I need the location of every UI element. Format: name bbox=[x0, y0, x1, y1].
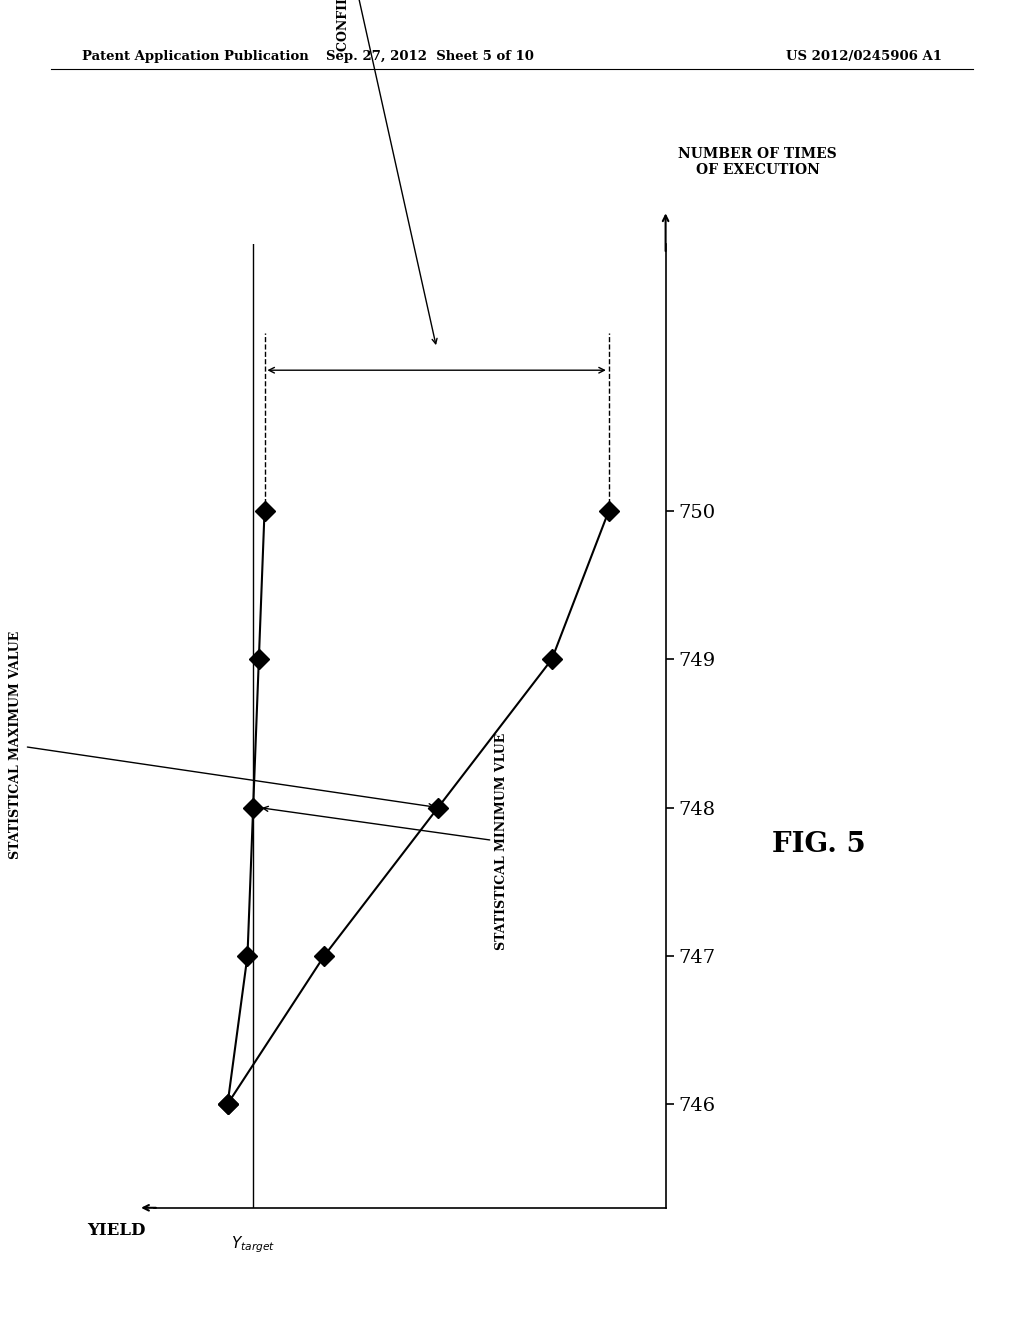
Text: FIG. 5: FIG. 5 bbox=[772, 832, 866, 858]
Text: Sep. 27, 2012  Sheet 5 of 10: Sep. 27, 2012 Sheet 5 of 10 bbox=[326, 50, 535, 63]
Text: US 2012/0245906 A1: US 2012/0245906 A1 bbox=[786, 50, 942, 63]
Text: YIELD: YIELD bbox=[87, 1222, 145, 1239]
Text: $Y_{target}$: $Y_{target}$ bbox=[231, 1234, 275, 1255]
Text: NUMBER OF TIMES
OF EXECUTION: NUMBER OF TIMES OF EXECUTION bbox=[678, 147, 838, 177]
Text: STATISTICAL MINIMUM VLUE: STATISTICAL MINIMUM VLUE bbox=[263, 733, 508, 950]
Text: Patent Application Publication: Patent Application Publication bbox=[82, 50, 308, 63]
Text: CONFIDENCE INTERVAL OF YIELD: CONFIDENCE INTERVAL OF YIELD bbox=[337, 0, 437, 343]
Text: STATISTICAL MAXIMUM VALUE: STATISTICAL MAXIMUM VALUE bbox=[9, 631, 434, 859]
